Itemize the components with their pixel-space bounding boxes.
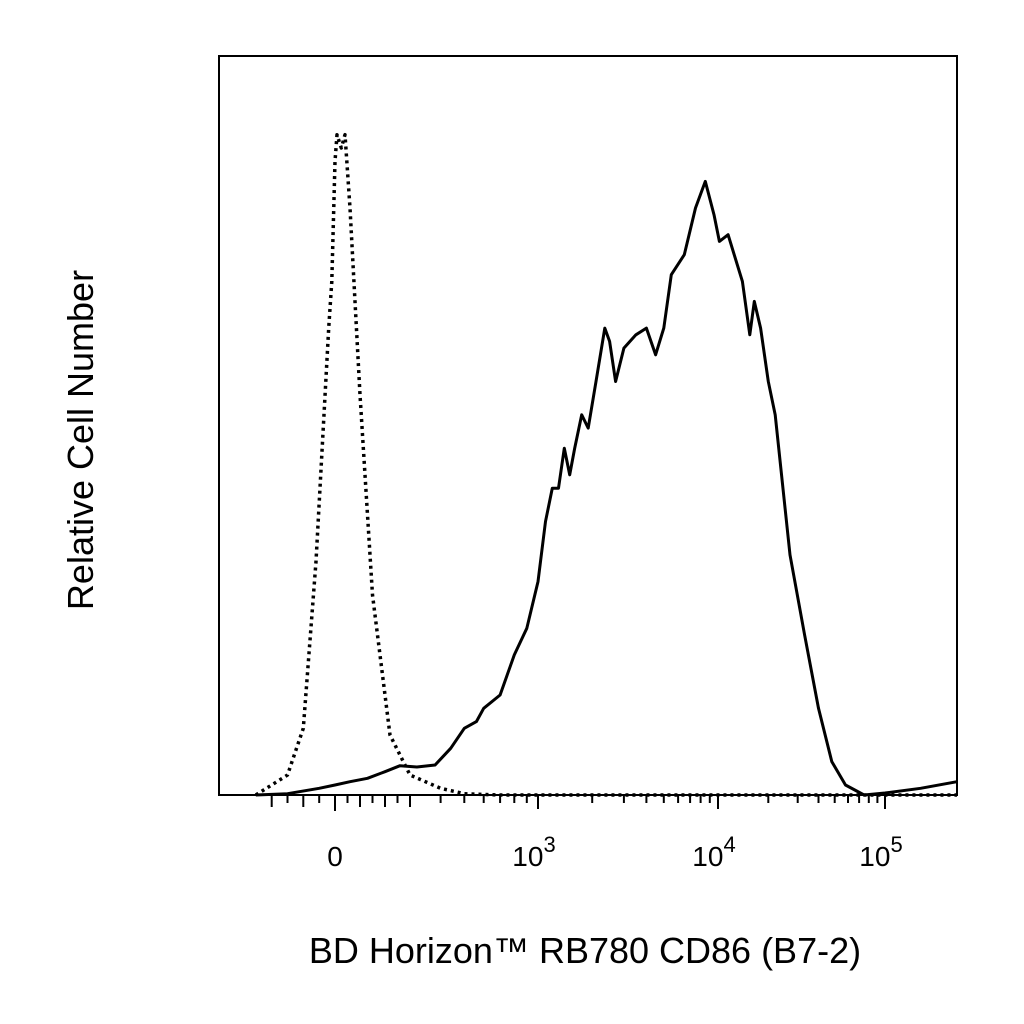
x-axis-ticks <box>270 795 886 811</box>
series-line-dotted <box>254 132 957 797</box>
plot-frame <box>218 55 958 796</box>
series-line-solid <box>255 179 958 797</box>
y-axis-label: Relative Cell Number <box>60 270 101 610</box>
x-tick-label: 105 <box>859 832 902 872</box>
x-axis-tick-labels: 0 103 104 105 <box>327 832 902 872</box>
x-tick-label: 104 <box>692 832 735 872</box>
x-tick-label: 103 <box>512 832 555 872</box>
x-axis-label: BD Horizon™ RB780 CD86 (B7-2) <box>309 930 861 971</box>
x-tick-label: 0 <box>327 841 343 872</box>
series-layer <box>254 132 958 797</box>
